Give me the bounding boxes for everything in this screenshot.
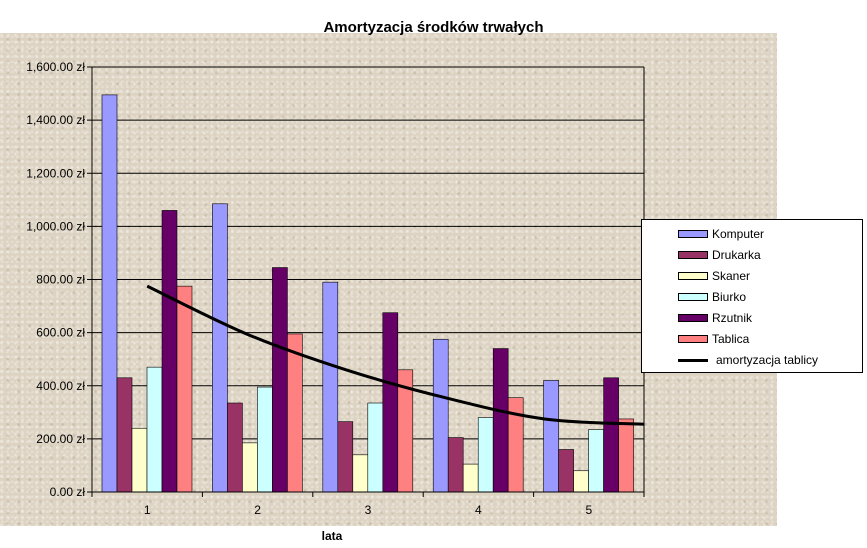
x-tick-label-1: 1	[144, 503, 151, 517]
y-tick-label-6: 1,200.00 zł	[26, 166, 85, 180]
bar-tablica-1	[176, 285, 193, 493]
y-tick-label-4: 800.00 zł	[36, 273, 85, 287]
bar-komputer-4	[432, 338, 449, 493]
bar-drukarka-3	[337, 421, 354, 493]
legend-swatch	[678, 230, 708, 238]
legend-label: Skaner	[712, 269, 751, 283]
y-tick-label-2: 400.00 zł	[36, 379, 85, 393]
bar-komputer-3	[322, 281, 339, 493]
chart-title: Amortyzacja środków trwałych	[323, 19, 544, 36]
legend: Komputer Drukarka Skaner Biurko Rzutnik Tabli…	[641, 219, 863, 373]
x-tick-label-4: 4	[475, 503, 482, 517]
bar-biurko-5	[588, 429, 604, 493]
bar-biurko-3	[367, 402, 384, 493]
legend-swatch	[678, 314, 708, 322]
y-tick-label-0: 0.00 zł	[50, 485, 86, 499]
legend-swatch	[678, 293, 708, 301]
legend-label: Rzutnik	[712, 311, 753, 325]
bar-biurko-1	[146, 366, 163, 493]
legend-label: Biurko	[712, 290, 747, 304]
y-tick-label-8: 1,600.00 zł	[26, 60, 85, 74]
legend-swatch	[678, 335, 708, 343]
bar-skaner-2	[242, 442, 258, 493]
x-axis-title: lata	[321, 529, 343, 543]
bar-komputer-2	[212, 203, 228, 493]
trendline-amortyzacja-tablicy	[146, 284, 645, 426]
legend-swatch	[678, 272, 708, 280]
bar-rzutnik-1	[161, 210, 178, 493]
bar-skaner-5	[573, 470, 589, 493]
bar-tablica-5	[618, 418, 634, 493]
bar-drukarka-4	[447, 437, 464, 493]
bar-skaner-4	[462, 463, 479, 493]
bar-rzutnik-3	[382, 312, 399, 493]
bar-biurko-4	[477, 417, 494, 493]
x-tick-label-5: 5	[585, 503, 592, 517]
legend-label: Drukarka	[712, 248, 761, 262]
legend-swatch	[678, 251, 708, 259]
bar-biurko-2	[257, 386, 273, 493]
bar-drukarka-5	[558, 449, 574, 493]
legend-swatch	[678, 359, 708, 362]
bar-rzutnik-5	[603, 377, 619, 493]
bar-drukarka-1	[116, 377, 133, 493]
bar-drukarka-2	[227, 402, 243, 493]
legend-label: amortyzacja tablicy	[716, 353, 819, 367]
bar-rzutnik-4	[492, 348, 509, 493]
bar-rzutnik-2	[272, 267, 288, 493]
bar-komputer-5	[543, 380, 559, 493]
bar-tablica-2	[287, 333, 303, 493]
bar-skaner-1	[131, 427, 148, 493]
y-tick-label-1: 200.00 zł	[36, 432, 85, 446]
y-tick-label-3: 600.00 zł	[36, 326, 85, 340]
legend-label: Tablica	[712, 332, 750, 346]
y-tick-label-7: 1,400.00 zł	[26, 113, 85, 127]
legend-label: Komputer	[712, 227, 765, 241]
x-tick-label-2: 2	[254, 503, 261, 517]
bar-skaner-3	[352, 454, 369, 493]
bar-komputer-1	[101, 94, 118, 493]
y-tick-label-5: 1,000.00 zł	[26, 219, 85, 233]
x-tick-label-3: 3	[365, 503, 372, 517]
